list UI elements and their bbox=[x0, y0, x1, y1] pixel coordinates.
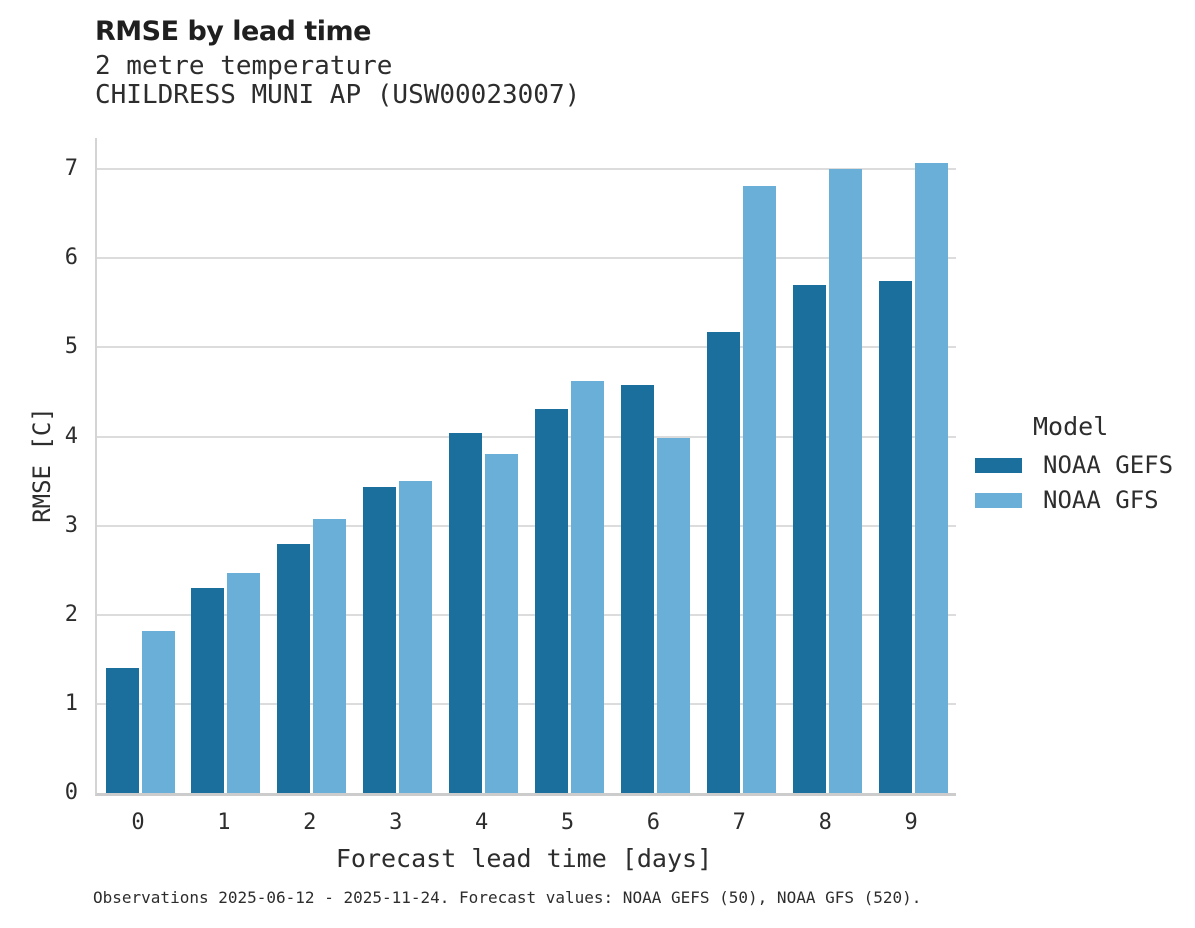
x-tick-label: 2 bbox=[303, 810, 317, 835]
bar-noaa-gfs-lead-0 bbox=[141, 630, 175, 793]
x-tick-label: 3 bbox=[389, 810, 403, 835]
chart-subtitle-variable: 2 metre temperature bbox=[95, 51, 393, 81]
x-tick-label: 4 bbox=[474, 810, 489, 835]
legend-swatch-noaa-gfs-icon bbox=[975, 492, 1022, 508]
bar-noaa-gfs-lead-4 bbox=[485, 453, 519, 793]
gridline bbox=[97, 702, 956, 705]
x-tick-label: 1 bbox=[217, 810, 231, 835]
bar-noaa-gfs-lead-2 bbox=[313, 518, 347, 793]
bar-noaa-gefs-lead-5 bbox=[535, 408, 568, 793]
y-axis-ticks: 0 1 2 3 4 5 6 7 bbox=[28, 138, 78, 804]
x-axis-ticks: 0 1 2 3 4 5 6 7 8 9 bbox=[95, 812, 954, 842]
y-tick-label: 1 bbox=[64, 690, 78, 716]
bar-noaa-gefs-lead-9 bbox=[878, 280, 912, 793]
bar-noaa-gefs-lead-6 bbox=[620, 384, 654, 793]
bar-noaa-gefs-lead-0 bbox=[105, 668, 139, 793]
bar-noaa-gefs-lead-1 bbox=[191, 588, 225, 793]
gridline bbox=[97, 346, 956, 349]
legend-label-noaa-gefs: NOAA GEFS bbox=[1043, 451, 1174, 479]
y-tick-label: 6 bbox=[64, 245, 78, 271]
y-tick-label: 2 bbox=[64, 601, 78, 627]
legend-label-noaa-gfs: NOAA GFS bbox=[1043, 486, 1159, 514]
bar-noaa-gfs-lead-3 bbox=[399, 481, 433, 793]
x-tick-label: 5 bbox=[560, 810, 575, 835]
bar-noaa-gfs-lead-1 bbox=[227, 572, 261, 793]
bar-noaa-gefs-lead-4 bbox=[449, 433, 483, 793]
y-tick-label: 5 bbox=[64, 334, 78, 360]
gridline bbox=[97, 257, 956, 260]
bar-noaa-gfs-lead-8 bbox=[828, 169, 862, 793]
x-tick-label: 7 bbox=[732, 810, 746, 835]
bar-noaa-gfs-lead-7 bbox=[742, 186, 776, 793]
gridline bbox=[97, 435, 956, 438]
bar-noaa-gfs-lead-9 bbox=[914, 163, 948, 793]
gridline bbox=[97, 168, 956, 171]
legend-entry-noaa-gefs: NOAA GEFS bbox=[975, 451, 1174, 479]
plot-area bbox=[95, 138, 956, 796]
bar-noaa-gfs-lead-6 bbox=[656, 438, 690, 793]
x-axis-title: Forecast lead time [days] bbox=[335, 844, 713, 873]
gridline bbox=[97, 524, 956, 527]
bar-noaa-gfs-lead-5 bbox=[571, 381, 604, 793]
x-tick-label: 0 bbox=[131, 810, 145, 835]
x-tick-label: 8 bbox=[818, 810, 832, 835]
bar-noaa-gefs-lead-8 bbox=[792, 285, 826, 793]
chart-subtitle-station: CHILDRESS MUNI AP (USW00023007) bbox=[95, 80, 581, 110]
gridline bbox=[97, 613, 956, 616]
bar-noaa-gefs-lead-3 bbox=[363, 487, 397, 793]
y-tick-label: 3 bbox=[64, 512, 78, 538]
chart-title: RMSE by lead time bbox=[95, 16, 371, 47]
legend-title: Model bbox=[1033, 412, 1109, 441]
y-tick-label: 7 bbox=[64, 156, 78, 182]
bar-noaa-gefs-lead-2 bbox=[277, 544, 311, 793]
x-tick-label: 6 bbox=[646, 810, 661, 835]
y-tick-label: 4 bbox=[64, 423, 78, 449]
legend: Model NOAA GEFS NOAA GFS bbox=[975, 412, 1173, 523]
bar-noaa-gefs-lead-7 bbox=[706, 332, 740, 793]
x-tick-label: 9 bbox=[904, 810, 918, 835]
legend-entry-noaa-gfs: NOAA GFS bbox=[975, 486, 1173, 514]
observation-caption: Observations 2025-06-12 - 2025-11-24. Fo… bbox=[93, 888, 922, 907]
y-tick-label: 0 bbox=[64, 780, 78, 805]
legend-swatch-noaa-gefs-icon bbox=[975, 457, 1022, 473]
